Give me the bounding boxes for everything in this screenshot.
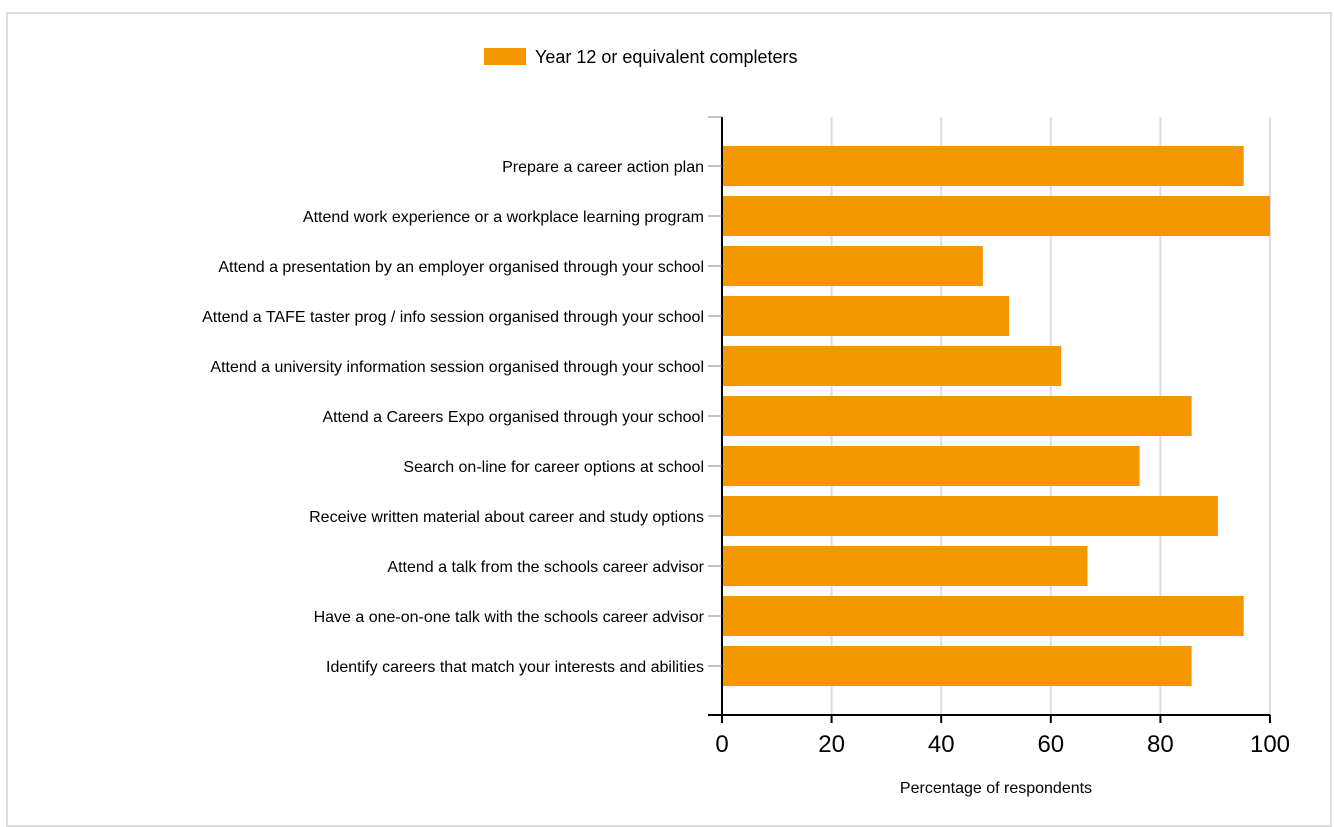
category-label: Attend a Careers Expo organised through … xyxy=(322,409,704,426)
bar xyxy=(722,496,1218,536)
bar xyxy=(722,296,1010,336)
axes xyxy=(708,116,1271,723)
category-label: Attend a university information session … xyxy=(210,359,704,376)
bars xyxy=(722,146,1270,686)
category-label: Attend a talk from the schools career ad… xyxy=(387,559,704,576)
bar xyxy=(722,196,1270,236)
x-tick-label: 60 xyxy=(1037,731,1064,758)
bar xyxy=(722,246,983,286)
category-labels: Prepare a career action plan Attend work … xyxy=(202,159,705,676)
bar xyxy=(722,596,1244,636)
category-label: Attend work experience or a workplace le… xyxy=(303,209,704,226)
bar xyxy=(722,396,1192,436)
bar xyxy=(722,346,1062,386)
x-tick-label: 0 xyxy=(715,731,728,758)
category-label: Identify careers that match your interes… xyxy=(326,659,704,676)
x-tick-label: 20 xyxy=(818,731,845,758)
bar xyxy=(722,546,1088,586)
x-tick-label: 80 xyxy=(1147,731,1174,758)
x-tick-label: 40 xyxy=(928,731,955,758)
legend-label: Year 12 or equivalent completers xyxy=(535,47,798,67)
category-label: Prepare a career action plan xyxy=(502,159,704,176)
category-label: Attend a TAFE taster prog / info session… xyxy=(202,309,704,326)
bar xyxy=(722,446,1140,486)
bar xyxy=(722,146,1244,186)
category-label: Have a one-on-one talk with the schools … xyxy=(314,609,705,626)
category-label: Search on-line for career options at sch… xyxy=(403,459,704,476)
x-tick-label: 100 xyxy=(1250,731,1290,758)
bar xyxy=(722,646,1192,686)
category-label: Attend a presentation by an employer org… xyxy=(218,259,704,276)
x-tick-labels: 0 20 40 60 80 100 xyxy=(715,731,1290,758)
x-axis-title: Percentage of respondents xyxy=(900,780,1092,797)
legend: Year 12 or equivalent completers xyxy=(484,47,798,67)
category-label: Receive written material about career an… xyxy=(309,509,704,526)
legend-swatch xyxy=(484,48,526,65)
